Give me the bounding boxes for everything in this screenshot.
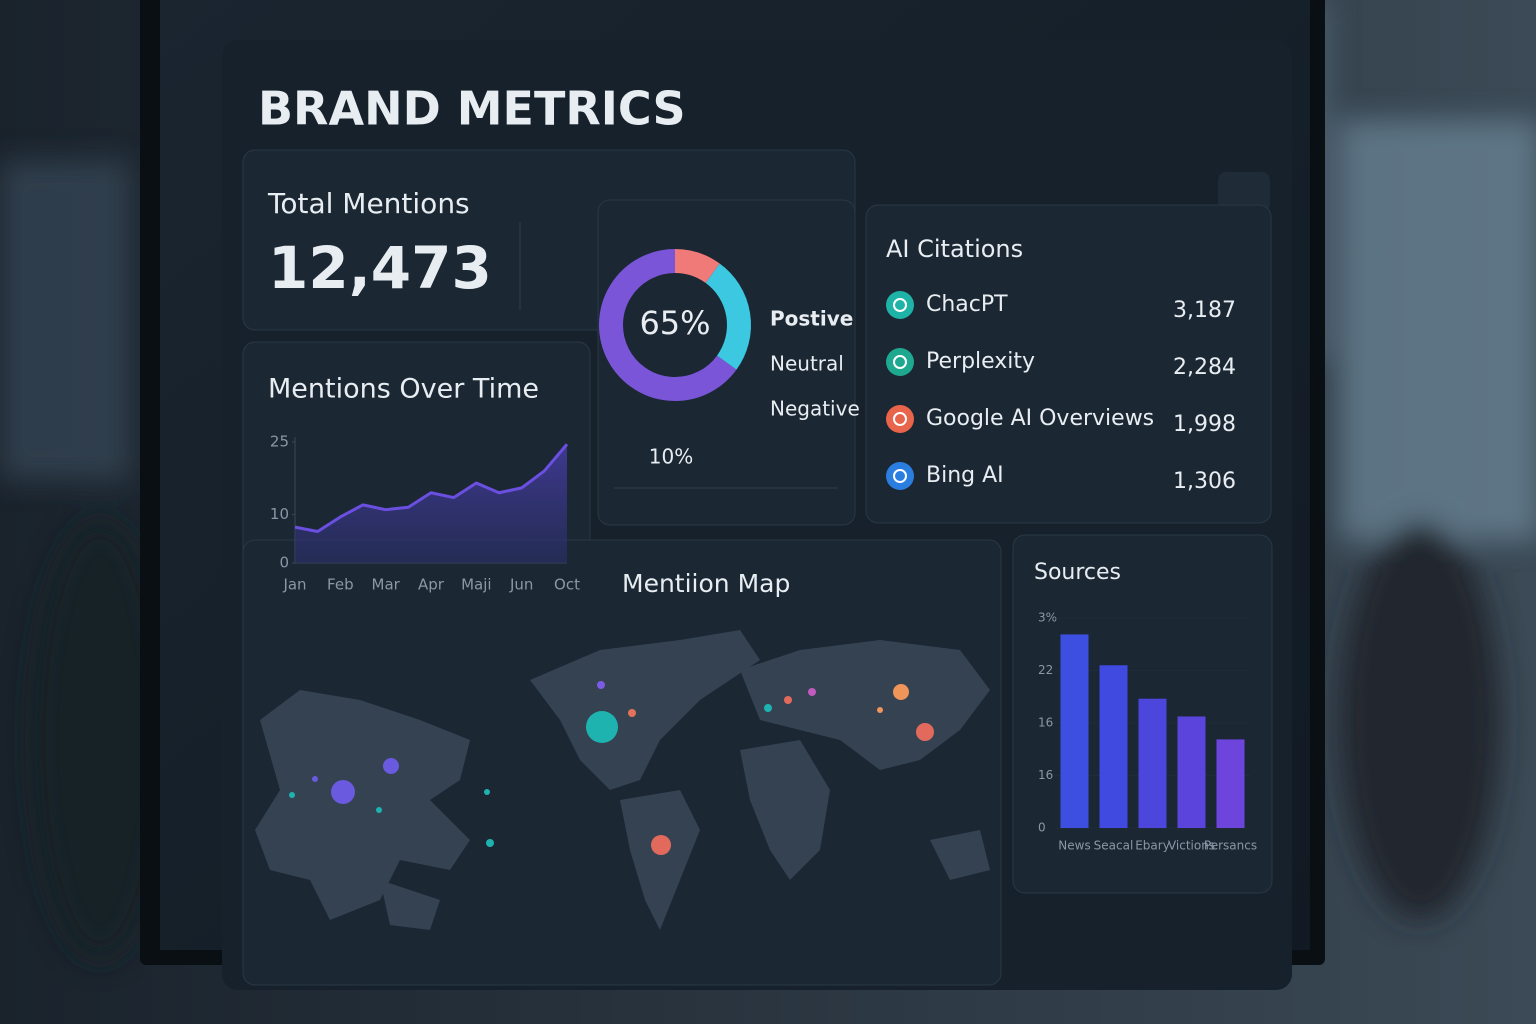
- map-bubble: [651, 835, 671, 855]
- x-tick-label: Apr: [418, 576, 445, 594]
- map-bubbles: [289, 681, 934, 855]
- bar: [1138, 698, 1167, 828]
- citation-icon-inner: [893, 355, 907, 369]
- continent: [380, 880, 440, 930]
- bar: [1060, 634, 1089, 828]
- x-tick-label: Mar: [372, 576, 401, 594]
- map-bubble: [916, 723, 934, 741]
- x-tick-label: Persancs: [1204, 839, 1257, 853]
- dashboard-title: BRAND METRICS: [258, 82, 686, 136]
- donut-segment: [705, 263, 751, 370]
- line-chart-title: Mentions Over Time: [268, 374, 539, 405]
- ai-citations-title: AI Citations: [886, 235, 1023, 263]
- person: [1340, 520, 1500, 920]
- window: [1340, 120, 1536, 540]
- citation-icon-inner: [893, 412, 907, 426]
- map-bubble: [808, 688, 816, 696]
- map-bubble: [784, 696, 792, 704]
- legend-label: Neutral: [770, 352, 844, 376]
- x-tick-label: Victions: [1168, 839, 1215, 853]
- map-bubble: [764, 704, 772, 712]
- window: [0, 160, 130, 480]
- world-map: [255, 630, 990, 930]
- citation-name: ChacPT: [926, 292, 1008, 317]
- bar: [1177, 716, 1206, 828]
- bar-chart-title: Sources: [1034, 560, 1121, 585]
- continent: [740, 740, 830, 880]
- total-mentions-label: Total Mentions: [267, 187, 470, 220]
- x-tick-label: Jun: [509, 576, 533, 594]
- line: [294, 443, 569, 533]
- line-area: [295, 444, 567, 563]
- map-bubble: [376, 807, 382, 813]
- y-tick-label: 0: [1038, 821, 1046, 835]
- map-bubble: [289, 792, 295, 798]
- x-tick-label: Oct: [554, 576, 580, 594]
- y-tick-label: 22: [1038, 663, 1053, 677]
- map-bubble: [484, 789, 490, 795]
- continent: [930, 830, 990, 880]
- legend-label: Postive: [770, 307, 853, 331]
- map-bubble: [383, 758, 399, 774]
- map-title: Mentiion Map: [622, 569, 790, 598]
- map-bubble: [486, 839, 494, 847]
- value-label: 65%: [639, 304, 710, 342]
- x-tick-label: Jan: [282, 576, 306, 594]
- map-bubble: [331, 780, 355, 804]
- citation-count: 3,187: [1173, 298, 1236, 323]
- x-tick-label: Maji: [461, 576, 491, 594]
- y-tick-label: 16: [1038, 768, 1053, 782]
- y-tick-label: 10: [270, 505, 289, 523]
- x-tick-label: Ebary: [1135, 839, 1170, 853]
- citation-count: 1,998: [1173, 412, 1236, 437]
- citation-name: Perplexity: [926, 349, 1035, 374]
- map-bubble: [893, 684, 909, 700]
- person: [30, 520, 170, 960]
- bar: [1099, 665, 1128, 828]
- map-bubble: [877, 707, 883, 713]
- x-tick-label: News: [1058, 839, 1090, 853]
- x-tick-label: Seacal: [1094, 839, 1134, 853]
- citation-name: Bing AI: [926, 463, 1004, 488]
- y-tick-label: 16: [1038, 716, 1053, 730]
- citation-icon: [886, 462, 914, 490]
- ai-citations-panel: [865, 204, 1272, 524]
- y-tick-label: 0: [279, 554, 289, 572]
- citation-icon: [886, 405, 914, 433]
- map-bubble: [586, 711, 618, 743]
- total-mentions-value: 12,473: [268, 234, 492, 302]
- menu-button[interactable]: [1218, 172, 1270, 212]
- legend-label: Negative: [770, 397, 860, 421]
- x-tick-label: Feb: [327, 576, 354, 594]
- y-tick-label: 3%: [1038, 611, 1057, 625]
- map-bubble: [628, 709, 636, 717]
- citation-count: 2,284: [1173, 355, 1236, 380]
- continent: [255, 690, 470, 920]
- continent: [620, 790, 700, 930]
- continent: [530, 630, 760, 790]
- citation-name: Google AI Overviews: [926, 406, 1154, 431]
- citation-icon-inner: [893, 298, 907, 312]
- citation-count: 1,306: [1173, 469, 1236, 494]
- map-bubble: [597, 681, 605, 689]
- citation-icon: [886, 348, 914, 376]
- donut-segment: [674, 249, 720, 284]
- y-tick-label: 25: [270, 432, 289, 450]
- bar: [1216, 739, 1245, 828]
- citation-icon: [886, 291, 914, 319]
- citation-icon-inner: [893, 469, 907, 483]
- value-label: 10%: [649, 445, 693, 469]
- office-blur: [0, 0, 1536, 960]
- donut-segment: [599, 249, 737, 401]
- map-bubble: [312, 776, 318, 782]
